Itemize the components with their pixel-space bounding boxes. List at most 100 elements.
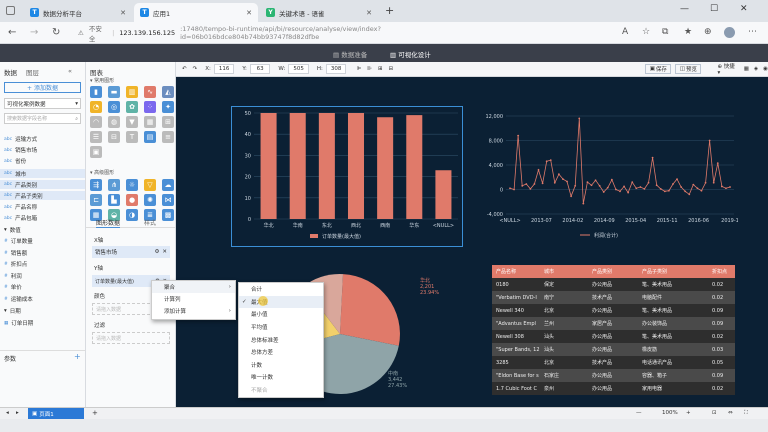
- date-item[interactable]: ▦ 订单日期: [4, 319, 33, 328]
- next-page-icon[interactable]: ▸: [16, 410, 19, 416]
- x-axis-field[interactable]: 销售市场 ⚙ ✕: [92, 246, 170, 258]
- url-field[interactable]: ⚠ 不安全 | 123.139.156.125:17480/tempo-bi-r…: [78, 25, 498, 43]
- measure-item[interactable]: # 运输成本: [4, 295, 33, 304]
- boxplot-chart-icon[interactable]: ⊏: [90, 194, 102, 206]
- redo-icon[interactable]: ↷: [192, 66, 198, 72]
- align-left-icon[interactable]: ⊫: [356, 66, 362, 72]
- back-icon[interactable]: ←: [8, 27, 17, 38]
- submenu-item[interactable]: 总体标准差: [239, 333, 323, 346]
- tab-data[interactable]: 数据: [4, 69, 17, 77]
- add-param-icon[interactable]: +: [74, 352, 81, 361]
- favorite-icon[interactable]: ☆: [642, 27, 651, 37]
- filter-dropzone[interactable]: 请拖入数据: [92, 332, 170, 344]
- scatter-chart-icon[interactable]: ⁘: [144, 101, 156, 113]
- column-header[interactable]: 产品子类别: [642, 269, 668, 275]
- tree-chart-icon[interactable]: ⋔: [108, 179, 120, 191]
- new-tab-icon[interactable]: +: [385, 4, 395, 17]
- submenu-item[interactable]: 不聚合: [239, 384, 323, 397]
- submenu-item[interactable]: 总体方差: [239, 346, 323, 359]
- table-row[interactable]: "Verbatim DVD-I 南宁 技术产品 电脑配件 0.02: [492, 291, 735, 304]
- funnel-chart-icon[interactable]: ▼: [126, 116, 138, 128]
- heatmap-chart-icon[interactable]: ▦: [144, 116, 156, 128]
- window-close-icon[interactable]: ✕: [740, 4, 748, 14]
- add-page-icon[interactable]: +: [92, 409, 98, 417]
- matrix-chart-icon[interactable]: ▩: [162, 209, 174, 221]
- graph-chart-icon[interactable]: ⋈: [162, 194, 174, 206]
- line-chart-widget[interactable]: -4,000 0 4,000 8,000 12,000 <NULL> 2013-07 2014…: [476, 106, 739, 247]
- sunburst-chart-icon[interactable]: ☼: [126, 179, 138, 191]
- data-table-widget[interactable]: 产品名称 城市 产品类别 产品子类别 折扣点 0180 保定 办公用品 笔、美术用品 0…: [492, 265, 735, 395]
- wordcloud-chart-icon[interactable]: ☁: [162, 179, 174, 191]
- undo-icon[interactable]: ↶: [182, 66, 187, 72]
- profile-avatar[interactable]: [724, 27, 735, 38]
- column-header[interactable]: 城市: [544, 269, 555, 275]
- funnel-adv-icon[interactable]: ▽: [144, 179, 156, 191]
- pivot-chart-icon[interactable]: ⊟: [108, 131, 120, 143]
- dataset-select[interactable]: 可视化案例数据 ▾: [4, 98, 81, 109]
- add-data-button[interactable]: + 添加数据: [4, 82, 81, 93]
- fit-width-icon[interactable]: ⇔: [728, 410, 733, 416]
- combo-chart-icon[interactable]: ▤: [144, 131, 156, 143]
- table-row[interactable]: "Advantus Empl 兰州 家居产品 办公装饰品 0.09: [492, 317, 735, 330]
- preview-button[interactable]: ◫ 预览: [675, 64, 702, 74]
- measure-item[interactable]: # 单价: [4, 283, 22, 292]
- date-group-header[interactable]: ▾ 日期: [4, 307, 21, 315]
- minimize-icon[interactable]: —: [680, 4, 689, 14]
- close-icon[interactable]: ✕: [120, 8, 126, 17]
- submenu-item[interactable]: 唯一计数: [239, 371, 323, 384]
- section-advanced[interactable]: ▾ 高级图形: [90, 170, 115, 176]
- gear-icon[interactable]: ⚙: [154, 249, 160, 255]
- column-header[interactable]: 产品名称: [496, 269, 517, 275]
- submenu-item[interactable]: ✓最大值: [239, 295, 323, 309]
- stacked-bar-icon[interactable]: ▥: [126, 86, 138, 98]
- align-right-icon[interactable]: ⊪: [367, 66, 373, 72]
- liquid-chart-icon[interactable]: ◒: [108, 209, 120, 221]
- collapse-icon[interactable]: «: [68, 67, 72, 75]
- reload-icon[interactable]: ↻: [52, 27, 61, 38]
- h-input[interactable]: 308: [325, 64, 347, 74]
- more-icon[interactable]: ⋯: [748, 27, 757, 37]
- distribute-icon[interactable]: ⊟: [388, 66, 394, 72]
- fit-screen-icon[interactable]: ⊡: [712, 410, 717, 416]
- table-row[interactable]: 0180 保定 办公用品 笔、美术用品 0.02: [492, 278, 735, 291]
- tab-visual-design[interactable]: ▥ 可视化设计: [390, 49, 431, 59]
- rose-chart-icon[interactable]: ✿: [126, 101, 138, 113]
- menu-item-calc-column[interactable]: 计算列: [152, 293, 235, 305]
- read-aloud-icon[interactable]: A: [622, 27, 629, 37]
- theme-icon[interactable]: ◉: [763, 66, 768, 72]
- submenu-item[interactable]: 合计: [239, 283, 323, 296]
- zoom-value[interactable]: 100%: [662, 410, 678, 416]
- sankey-chart-icon[interactable]: ⇶: [90, 179, 102, 191]
- align-center-icon[interactable]: ⊞: [378, 66, 383, 72]
- prev-page-icon[interactable]: ◂: [6, 410, 9, 416]
- browser-tab-3[interactable]: Y 关键术语 - 语雀 ✕: [260, 3, 378, 22]
- measure-item[interactable]: # 销售额: [4, 249, 27, 258]
- calendar-chart-icon[interactable]: ▦: [90, 209, 102, 221]
- field-item[interactable]: abc 产品名称: [4, 203, 37, 212]
- progress-chart-icon[interactable]: ◑: [126, 209, 138, 221]
- field-item[interactable]: abc 城市: [0, 169, 85, 178]
- tab-layer[interactable]: 图层: [26, 69, 39, 77]
- field-item[interactable]: abc 产品子类别: [0, 191, 85, 200]
- y-input[interactable]: 63: [249, 64, 271, 74]
- submenu-item[interactable]: 计数: [239, 359, 323, 372]
- column-chart-icon[interactable]: ▬: [108, 86, 120, 98]
- field-search-input[interactable]: 搜索数据字段名称 ⌕: [4, 113, 81, 124]
- x-input[interactable]: 116: [213, 64, 235, 74]
- browser-tab-1[interactable]: T 数据分析平台 ✕: [24, 3, 132, 22]
- measure-item[interactable]: # 订单数量: [4, 237, 33, 246]
- quick-menu[interactable]: ⊕ 快捷 ▾: [717, 64, 735, 76]
- zoom-in-icon[interactable]: +: [686, 410, 691, 416]
- table-row[interactable]: "Super Bands, 12 汕头 办公用品 橡皮筋 0.03: [492, 343, 735, 356]
- favorites-bar-icon[interactable]: ★: [684, 27, 693, 37]
- close-icon[interactable]: ✕: [162, 249, 167, 255]
- gantt-chart-icon[interactable]: ≣: [144, 209, 156, 221]
- grid-icon[interactable]: ▦: [743, 66, 749, 72]
- field-item[interactable]: abc 省份: [4, 157, 26, 166]
- collections-icon[interactable]: ⧉: [662, 27, 669, 37]
- menu-item-add-calc[interactable]: 添加计算 ›: [152, 305, 235, 317]
- map-chart-icon[interactable]: ◍: [108, 116, 120, 128]
- submenu-item[interactable]: 最小值: [239, 308, 323, 321]
- save-button[interactable]: ▣ 保存: [645, 64, 672, 74]
- pie-chart-icon[interactable]: ◔: [90, 101, 102, 113]
